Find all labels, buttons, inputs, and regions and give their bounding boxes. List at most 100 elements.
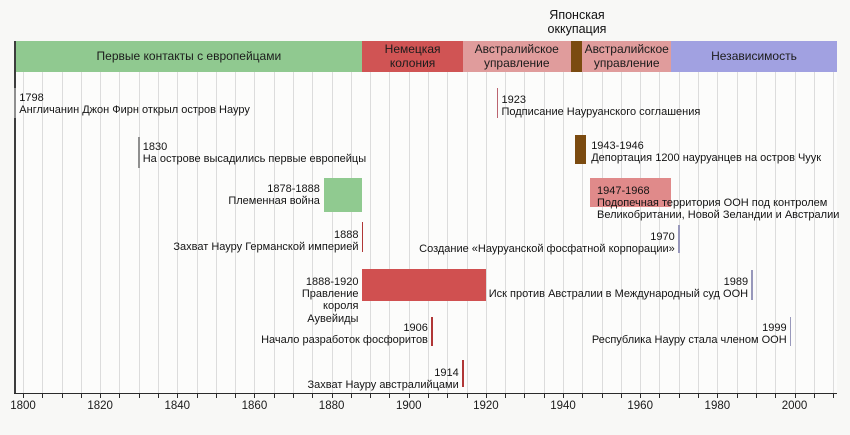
axis-tick-label: 1800	[10, 400, 36, 412]
axis-tick	[428, 393, 430, 398]
gridline	[312, 72, 314, 393]
gridline	[833, 72, 835, 393]
event-label: 1798 Англичанин Джон Фирн открыл остров Н…	[19, 92, 250, 116]
event-desc-line: Захват Науру Германской империей	[173, 241, 359, 254]
axis-tick	[447, 393, 449, 398]
axis-tick-label: 1820	[87, 400, 113, 412]
axis-tick	[736, 393, 738, 398]
gridline	[736, 72, 738, 393]
axis-tick	[61, 393, 63, 398]
gridline	[42, 72, 44, 393]
axis-tick	[254, 393, 256, 398]
axis-tick	[370, 393, 372, 398]
event-year: 1798	[19, 92, 44, 104]
gridline	[620, 72, 622, 393]
gridline	[273, 72, 275, 393]
event-box	[590, 178, 672, 207]
event-label: 1999 Республика Науру стала членом ООН	[592, 322, 787, 346]
event-year: 1906	[403, 322, 428, 334]
period-band: Австралийское управление	[462, 41, 571, 72]
axis-tick-label: 1880	[318, 400, 345, 412]
event-year: 1943-1946	[591, 140, 644, 152]
event-year: 1878-1888	[267, 183, 320, 195]
event-label: 1970 Создание «Науруанской фосфатной корп…	[419, 231, 675, 255]
event-marker	[461, 360, 464, 387]
event-desc-line: Англичанин Джон Фирн открыл остров Науру	[19, 104, 250, 117]
event-year: 1999	[762, 322, 787, 334]
axis-tick-label: 1940	[550, 400, 576, 412]
gridline	[428, 72, 430, 393]
gridline	[698, 72, 700, 393]
gridline	[215, 72, 217, 393]
axis-tick	[215, 393, 217, 398]
axis-tick	[505, 393, 507, 398]
axis-tick	[466, 393, 468, 398]
axis-tick	[678, 393, 680, 398]
axis-tick	[389, 393, 391, 398]
event-label: 1923 Подписание Науруанского соглашения	[501, 94, 700, 118]
event-marker	[496, 88, 499, 118]
period-band: Австралийское управление	[582, 41, 672, 72]
event-year: 1830	[142, 141, 168, 153]
japanese-occupation-caption: Японская оккупация	[548, 8, 607, 36]
gridline	[640, 72, 642, 393]
period-band: Немецкая колония	[362, 41, 463, 72]
gridline	[775, 72, 777, 393]
period-label-line: управление	[483, 55, 550, 70]
caption-line-2: оккупация	[547, 22, 607, 36]
axis-tick-label: 1960	[627, 400, 653, 412]
axis-tick	[717, 393, 719, 398]
gridline	[755, 72, 757, 393]
event-marker	[14, 88, 17, 118]
gridline	[235, 72, 237, 393]
period-label-line: колония	[389, 55, 436, 70]
gridline	[100, 72, 102, 393]
axis-tick	[833, 393, 835, 398]
gridline	[717, 72, 719, 393]
axis-tick	[659, 393, 661, 398]
event-desc-line: Великобритании, Новой Зеландии и Австрал…	[596, 209, 840, 222]
axis-tick	[563, 393, 565, 398]
axis-tick	[620, 393, 622, 398]
plot-background	[14, 41, 837, 393]
axis-tick	[273, 393, 275, 398]
axis-tick	[775, 393, 777, 398]
gridline	[563, 72, 565, 393]
event-label: 1906 Начало разработок фосфоритов	[261, 322, 428, 346]
period-label-line: Австралийское	[584, 42, 669, 56]
axis-tick	[119, 393, 121, 398]
gridline	[389, 72, 391, 393]
axis-tick	[80, 393, 82, 398]
axis-tick	[312, 393, 314, 398]
event-year: 1970	[650, 231, 675, 243]
plot-left-border	[14, 41, 16, 393]
axis-tick	[755, 393, 757, 398]
axis-tick	[485, 393, 487, 398]
gridline	[119, 72, 121, 393]
axis-tick	[100, 393, 102, 398]
event-year: 1914	[434, 367, 459, 379]
axis-tick	[158, 393, 159, 398]
event-box	[362, 269, 486, 301]
gridline	[331, 72, 333, 393]
event-label: 1989 Иск против Австралии в Международный…	[489, 276, 748, 300]
event-desc-line: Подписание Науруанского соглашения	[501, 106, 701, 119]
gridline	[254, 72, 256, 393]
gridline	[370, 72, 372, 393]
gridline	[601, 72, 603, 393]
axis-tick	[177, 393, 179, 398]
axis-tick	[582, 393, 584, 398]
event-marker	[431, 317, 433, 346]
period-label-line: Австралийское	[474, 42, 559, 56]
event-year: 1989	[723, 276, 749, 288]
gridline	[524, 72, 526, 393]
event-label: 1943-1946 Депортация 1200 науруанцев на о…	[591, 140, 821, 164]
event-year: 1888-1920	[305, 276, 359, 288]
axis-tick	[813, 393, 815, 398]
axis-tick	[524, 393, 526, 398]
gridline	[61, 72, 63, 393]
period-band: Независимость	[671, 41, 837, 72]
axis-tick	[196, 393, 198, 398]
event-marker	[751, 270, 753, 300]
